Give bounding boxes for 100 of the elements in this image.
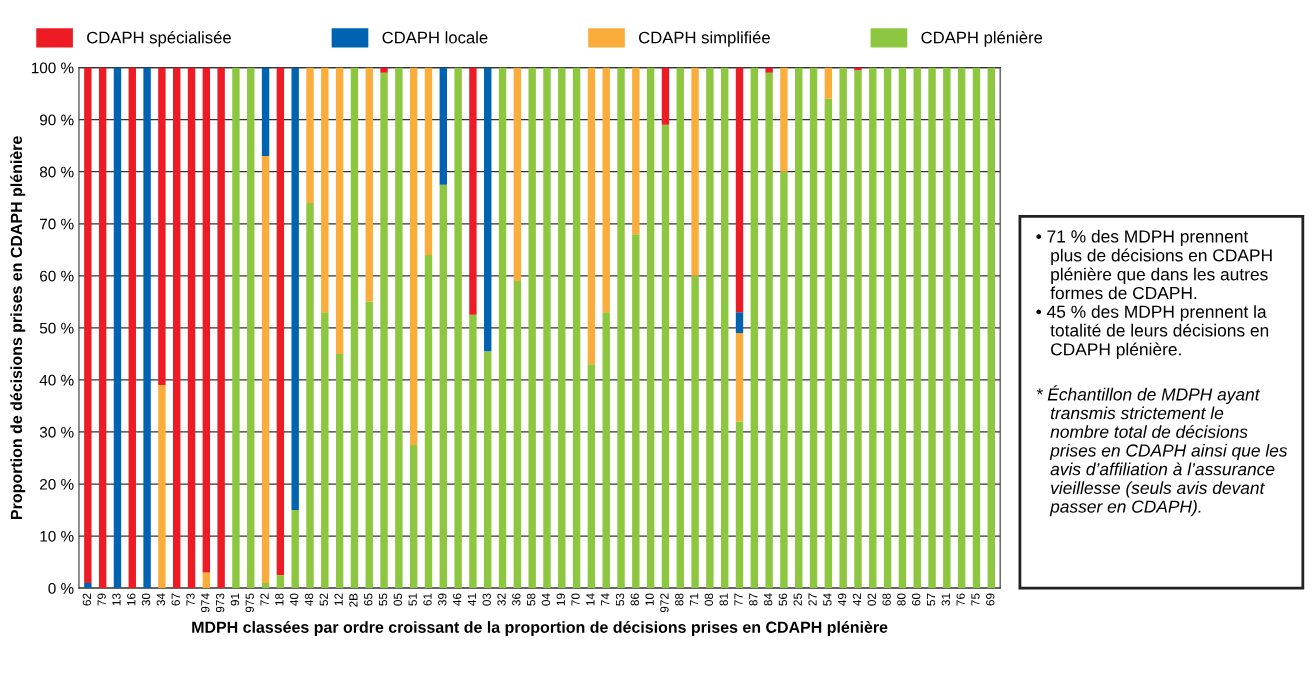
bar [469,67,477,315]
bar [306,202,314,589]
x-tick-label: 87 [749,593,758,606]
x-tick-label: 2B [349,593,358,607]
bar [232,67,240,589]
bar [987,67,995,589]
bar [321,67,329,313]
bar [632,234,640,589]
bar [261,67,270,157]
bar [809,67,818,589]
bar [158,67,166,386]
x-tick-label: 36 [512,593,521,606]
bar [261,582,270,589]
bar [350,67,359,589]
x-tick-label: 57 [926,593,936,606]
bar [409,444,418,589]
bar [143,67,151,589]
bar [765,72,773,589]
bar [632,67,640,235]
x-tick-label: 84 [763,593,773,606]
bar [913,67,921,589]
bar [321,312,329,589]
legend-label: CDAPH locale [382,31,488,44]
bar [98,67,107,589]
bar [839,67,847,589]
y-tick-label: 80 % [39,166,74,178]
x-tick-label: 18 [275,593,284,606]
x-tick-label: 27 [808,593,817,606]
x-tick-label: 30 [141,593,151,606]
x-tick-label: 05 [393,593,403,606]
x-tick-label: 51 [408,593,417,606]
x-tick-label: 19 [556,593,565,606]
x-tick-label: 81 [719,593,728,606]
x-tick-label: 77 [734,593,743,606]
x-tick-label: 12 [334,593,343,606]
bar [720,67,729,589]
y-tick-label: 10 % [40,530,74,542]
bar [735,312,744,334]
x-tick-label: 80 [897,593,906,606]
x-tick-label: 72 [260,593,269,606]
legend-label: CDAPH spécialisée [87,31,231,47]
x-tick-label: 70 [571,593,580,606]
x-tick-label: 31 [941,593,951,606]
legend-label: CDAPH simplifiée [639,31,770,47]
bar [335,353,344,589]
x-tick-label: 88 [675,593,684,606]
bar [306,67,314,203]
x-tick-label: 03 [482,593,491,606]
bar [84,582,92,589]
bar [202,67,211,573]
bar [247,67,255,589]
x-tick-label: 16 [127,593,136,606]
bar [276,67,285,576]
bar [691,67,699,276]
y-tick-label: 100 % [31,62,74,74]
bar [439,67,447,185]
bar [335,67,344,354]
bar [291,67,299,511]
x-tick-label: 74 [601,593,610,606]
bar [409,67,418,445]
bar [543,67,551,589]
bar [587,364,596,589]
bar [795,67,803,589]
bar [883,67,892,589]
text: • 71 % des MDPH prennent plus de décisions en CDAPH plénière que dans les autres formes de CDAPH. • 45 % des MDPH prennent la totalité de leurs décisions en CDAPH plénière. [1036,229,1272,359]
x-tick-label: 67 [171,593,180,606]
x-tick-label: 58 [526,593,536,606]
x-tick-label: 68 [882,593,891,606]
bar [972,67,981,589]
bar [824,67,833,99]
x-tick-label: 39 [438,593,447,606]
bar [602,312,610,589]
y-tick-label: 50 % [39,322,74,334]
bar [365,301,373,589]
bar [928,67,936,589]
bar [439,184,447,589]
bar [261,156,270,583]
x-tick-label: 55 [378,593,388,606]
x-tick-label: 48 [304,593,314,606]
x-tick-label: 49 [837,593,847,606]
x-tick-label: 76 [956,593,965,606]
x-tick-label: 71 [690,593,699,606]
bar [898,67,907,589]
x-tick-label: 75 [971,593,980,606]
x-tick-label: 53 [615,593,625,606]
bar [691,275,699,589]
x-tick-label: 25 [793,593,802,606]
bar [528,67,536,589]
bar [173,67,181,589]
x-tick-label: 65 [364,593,373,606]
bar [84,67,92,583]
x-tick-label: 46 [452,593,462,606]
x-tick-label: 14 [586,593,595,606]
y-tick-label: 90 % [39,114,74,126]
bar [943,67,951,589]
x-tick-label: 34 [156,593,166,606]
bar [957,67,966,589]
bar [661,124,670,589]
bar [484,351,492,589]
bar [202,572,211,589]
